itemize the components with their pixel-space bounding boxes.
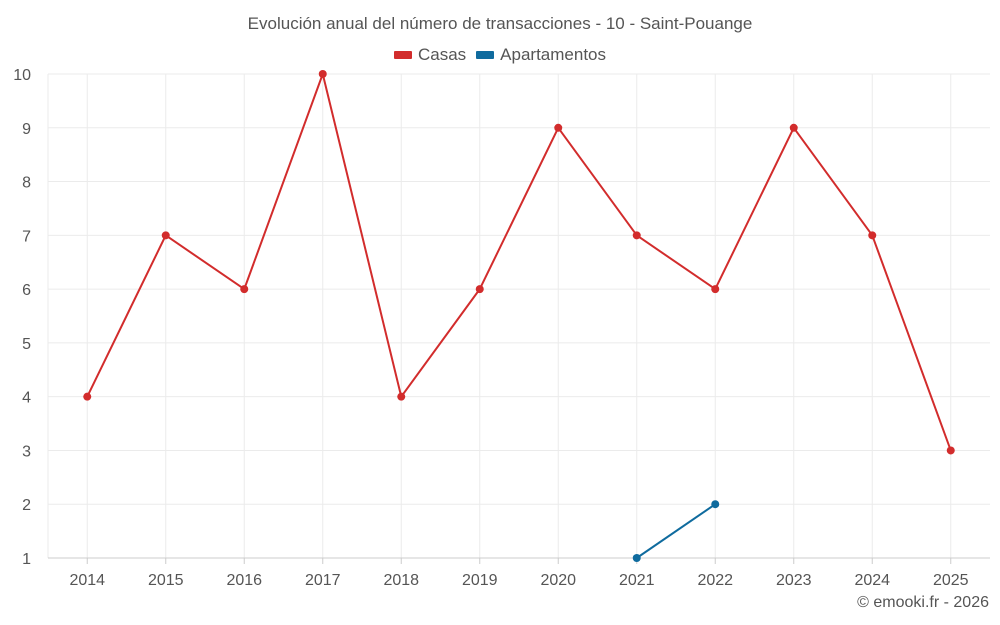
credit-text: © emooki.fr - 2026 (857, 594, 989, 611)
y-tick-label: 4 (22, 390, 31, 407)
y-tick-label: 7 (22, 228, 31, 245)
legend-swatch-apartamentos (476, 51, 495, 59)
data-point-casas (789, 123, 798, 132)
y-tick-label: 1 (22, 551, 31, 568)
data-point-casas (554, 123, 563, 132)
legend-label-apartamentos: Apartamentos (500, 45, 607, 64)
chart-title: Evolución anual del número de transaccio… (247, 14, 753, 33)
data-point-casas (240, 285, 249, 294)
y-tick-label: 5 (22, 336, 31, 353)
chart-legend: Casas Apartamentos (0, 45, 1000, 65)
x-tick-label: 2025 (933, 572, 969, 589)
x-tick-label: 2017 (305, 572, 341, 589)
x-tick-label: 2021 (619, 572, 655, 589)
legend-swatch-casas (393, 51, 412, 59)
series-line-apartamentos (636, 503, 716, 559)
series-line-casas (86, 73, 952, 451)
y-tick-label: 3 (22, 443, 31, 460)
data-point-casas (475, 285, 484, 294)
x-tick-label: 2014 (69, 572, 105, 589)
x-tick-label: 2020 (540, 572, 576, 589)
data-point-apartamentos (711, 500, 720, 509)
x-tick-label: 2024 (854, 572, 890, 589)
x-tick-label: 2018 (383, 572, 419, 589)
y-tick-label: 6 (22, 282, 31, 299)
data-point-casas (946, 446, 955, 455)
y-tick-label: 2 (22, 497, 31, 514)
x-tick-label: 2016 (226, 572, 262, 589)
legend-item-casas[interactable]: Casas (393, 45, 467, 65)
data-point-casas (83, 392, 92, 401)
data-point-casas (868, 231, 877, 240)
y-tick-label: 10 (13, 67, 31, 84)
data-point-casas (632, 231, 641, 240)
data-point-apartamentos (632, 554, 641, 562)
y-tick-label: 9 (22, 121, 31, 138)
x-tick-label: 2022 (697, 572, 733, 589)
y-tick-label: 8 (22, 175, 31, 192)
x-tick-label: 2019 (462, 572, 498, 589)
data-point-casas (161, 231, 170, 240)
legend-label-casas: Casas (417, 45, 467, 64)
data-point-casas (397, 392, 406, 401)
x-tick-label: 2023 (776, 572, 812, 589)
data-point-casas (711, 285, 720, 294)
legend-item-apartamentos[interactable]: Apartamentos (476, 45, 606, 65)
data-point-casas (318, 70, 327, 78)
x-tick-label: 2015 (148, 572, 184, 589)
